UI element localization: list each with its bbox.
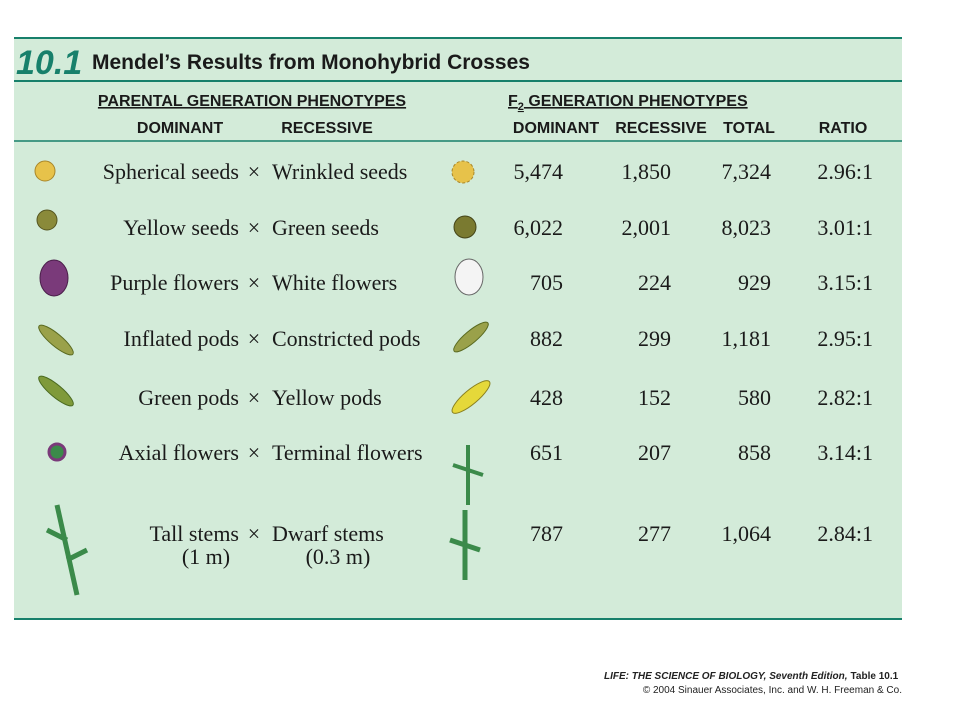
icon bbox=[451, 160, 475, 184]
table-number: 10.1 bbox=[16, 44, 82, 82]
f2-recessive: 299 bbox=[638, 326, 671, 351]
seed-icon bbox=[36, 209, 58, 231]
pod-icon bbox=[38, 375, 74, 407]
f2-recessive: 152 bbox=[638, 385, 671, 410]
ratio: 2.95:1 bbox=[817, 326, 873, 351]
recessive-phenotype: Green seeds bbox=[272, 215, 379, 240]
recessive-phenotype: Terminal flowers bbox=[272, 440, 423, 465]
total: 1,181 bbox=[722, 326, 772, 351]
seed-icon bbox=[34, 160, 56, 182]
ratio: 3.14:1 bbox=[817, 440, 873, 465]
icon bbox=[47, 442, 67, 462]
f2-dominant: 705 bbox=[530, 270, 563, 295]
ratio: 2.82:1 bbox=[817, 385, 873, 410]
source-title: LIFE: THE SCIENCE OF BIOLOGY, Seventh Ed… bbox=[604, 671, 848, 682]
flower-icon bbox=[39, 259, 69, 297]
cross-symbol: × bbox=[248, 521, 260, 546]
f2-dominant: 5,474 bbox=[514, 159, 564, 184]
total: 7,324 bbox=[722, 159, 772, 184]
column-header: RATIO bbox=[819, 120, 868, 137]
total: 858 bbox=[738, 440, 771, 465]
recessive-phenotype: Constricted pods bbox=[272, 326, 421, 351]
dominant-phenotype: Inflated pods bbox=[124, 326, 239, 351]
ratio: 3.01:1 bbox=[817, 215, 873, 240]
total: 8,023 bbox=[722, 215, 772, 240]
f2-prefix: F bbox=[508, 93, 518, 110]
dominant-phenotype: Axial flowers bbox=[119, 440, 239, 465]
icon bbox=[453, 215, 477, 239]
total: 1,064 bbox=[722, 521, 772, 546]
dominant-phenotype: Yellow seeds bbox=[123, 215, 239, 240]
icon bbox=[452, 445, 484, 505]
group-header: PARENTAL GENERATION PHENOTYPES bbox=[98, 93, 407, 110]
cross-symbol: × bbox=[248, 215, 260, 240]
recessive-phenotype: Dwarf stems bbox=[272, 521, 384, 546]
dominant-phenotype: Green pods bbox=[138, 385, 239, 410]
column-header: TOTAL bbox=[723, 120, 775, 137]
column-header: RECESSIVE bbox=[615, 120, 707, 137]
pod-icon bbox=[451, 380, 491, 414]
dominant-phenotype: Purple flowers bbox=[110, 270, 239, 295]
cross-symbol: × bbox=[248, 326, 260, 351]
recessive-phenotype: Yellow pods bbox=[272, 385, 382, 410]
title: Mendel’s Results from Monohybrid Crosses bbox=[92, 51, 530, 74]
dominant-phenotype: Tall stems bbox=[149, 521, 239, 546]
recessive-phenotype: Wrinkled seeds bbox=[272, 159, 407, 184]
group-header: F2 GENERATION PHENOTYPES bbox=[508, 93, 748, 113]
icon bbox=[453, 321, 489, 353]
cross-symbol: × bbox=[248, 385, 260, 410]
cross-symbol: × bbox=[248, 440, 260, 465]
plant-icon bbox=[449, 510, 481, 580]
icon bbox=[38, 324, 74, 356]
column-header: DOMINANT bbox=[137, 120, 223, 137]
ratio: 2.96:1 bbox=[817, 159, 873, 184]
cross-symbol: × bbox=[248, 270, 260, 295]
f2-rest: GENERATION PHENOTYPES bbox=[524, 93, 748, 110]
pod-icon bbox=[38, 324, 74, 356]
icon bbox=[39, 259, 69, 297]
cross-symbol: × bbox=[248, 159, 260, 184]
icon bbox=[451, 380, 491, 414]
recessive-phenotype: (0.3 m) bbox=[306, 544, 371, 569]
plant-icon bbox=[452, 445, 484, 505]
f2-recessive: 224 bbox=[638, 270, 671, 295]
icon bbox=[38, 375, 74, 407]
f2-recessive: 1,850 bbox=[622, 159, 672, 184]
plant-icon bbox=[45, 504, 89, 596]
total: 929 bbox=[738, 270, 771, 295]
column-header: RECESSIVE bbox=[281, 120, 373, 137]
source: LIFE: THE SCIENCE OF BIOLOGY, Seventh Ed… bbox=[604, 671, 899, 682]
f2-sub: 2 bbox=[518, 101, 524, 113]
dominant-phenotype: (1 m) bbox=[182, 544, 230, 569]
icon bbox=[45, 504, 89, 596]
icon bbox=[454, 258, 484, 296]
f2-recessive: 2,001 bbox=[622, 215, 672, 240]
ratio: 3.15:1 bbox=[817, 270, 873, 295]
f2-recessive: 207 bbox=[638, 440, 671, 465]
dominant-phenotype: Spherical seeds bbox=[103, 159, 239, 184]
f2-dominant: 787 bbox=[530, 521, 563, 546]
flower-icon bbox=[454, 258, 484, 296]
f2-dominant: 6,022 bbox=[514, 215, 564, 240]
seed-icon bbox=[453, 215, 477, 239]
f2-dominant: 428 bbox=[530, 385, 563, 410]
panel bbox=[14, 37, 902, 620]
plant-icon bbox=[47, 442, 67, 462]
f2-recessive: 277 bbox=[638, 521, 671, 546]
copyright: © 2004 Sinauer Associates, Inc. and W. H… bbox=[643, 685, 902, 696]
pod-icon bbox=[453, 321, 489, 353]
recessive-phenotype: White flowers bbox=[272, 270, 397, 295]
icon bbox=[449, 510, 481, 580]
icon bbox=[34, 160, 56, 182]
f2-dominant: 882 bbox=[530, 326, 563, 351]
f2-dominant: 651 bbox=[530, 440, 563, 465]
source-ref: Table 10.1 bbox=[851, 671, 899, 682]
column-header: DOMINANT bbox=[513, 120, 599, 137]
total: 580 bbox=[738, 385, 771, 410]
icon bbox=[36, 209, 58, 231]
ratio: 2.84:1 bbox=[817, 521, 873, 546]
seed-icon bbox=[451, 160, 475, 184]
